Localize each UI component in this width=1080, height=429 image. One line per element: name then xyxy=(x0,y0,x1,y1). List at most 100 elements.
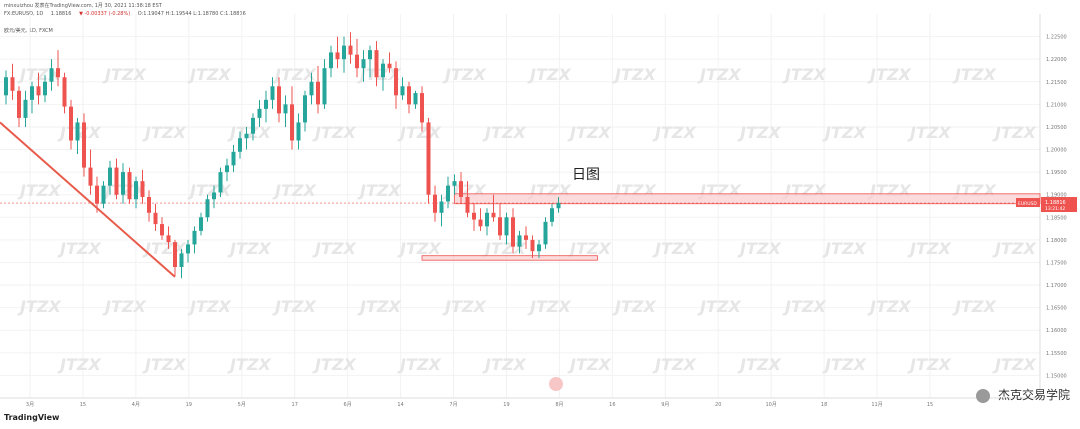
candle-body xyxy=(127,172,132,200)
watermark-text: JTZX xyxy=(952,65,996,84)
candle-body xyxy=(62,77,67,107)
candle-body xyxy=(36,86,41,96)
watermark-text: JTZX xyxy=(567,355,611,374)
candle-body xyxy=(4,77,8,96)
wechat-icon xyxy=(976,388,991,403)
candle-body xyxy=(238,138,242,152)
watermark-text: JTZX xyxy=(782,297,826,316)
watermark-text: JTZX xyxy=(312,355,356,374)
watermark-text: JTZX xyxy=(357,181,401,200)
candle-body xyxy=(316,81,320,105)
x-tick-label: 7月 xyxy=(449,402,457,408)
watermark-text: JTZX xyxy=(357,297,401,316)
symbol-label: FX:EURUSD, 1D xyxy=(4,11,44,17)
watermark-text: JTZX xyxy=(142,355,186,374)
watermark-text: JTZX xyxy=(57,355,101,374)
x-tick-label: 5月 xyxy=(238,402,246,408)
watermark-text: JTZX xyxy=(952,297,996,316)
watermark-text: JTZX xyxy=(737,239,781,258)
candle-body xyxy=(426,122,431,195)
y-tick-label: 1.20000 xyxy=(1046,148,1067,154)
candle-body xyxy=(205,199,210,218)
candle-body xyxy=(264,99,268,109)
watermark-text: JTZX xyxy=(57,239,101,258)
watermark-text: JTZX xyxy=(482,123,526,142)
x-tick-label: 8月 xyxy=(555,402,563,408)
candle-body xyxy=(465,196,470,213)
candle-body xyxy=(17,90,21,118)
y-tick-label: 1.22000 xyxy=(1046,57,1067,63)
candle-body xyxy=(556,202,561,209)
candle-body xyxy=(446,185,450,202)
watermark-text: JTZX xyxy=(187,297,231,316)
y-tick-label: 1.15000 xyxy=(1046,373,1067,379)
candle-body xyxy=(283,104,288,114)
watermark-text: JTZX xyxy=(992,239,1036,258)
price-tag-symbol-box xyxy=(1016,198,1040,208)
candle-body xyxy=(413,93,418,105)
watermark-text: JTZX xyxy=(17,297,61,316)
x-tick-label: 10月 xyxy=(765,402,776,408)
x-tick-label: 6月 xyxy=(344,402,352,408)
event-marker xyxy=(549,377,563,391)
x-tick-label: 15 xyxy=(927,402,933,408)
watermark-text: JTZX xyxy=(272,181,316,200)
watermark-text: JTZX xyxy=(907,123,951,142)
candle-body xyxy=(251,117,255,134)
candle-body xyxy=(218,172,223,193)
candle-body xyxy=(420,93,424,123)
watermark-text: JTZX xyxy=(187,181,231,200)
candle-body xyxy=(524,235,528,240)
watermark-text: JTZX xyxy=(867,297,911,316)
candle-body xyxy=(387,63,392,69)
candle-body xyxy=(368,50,372,60)
candle-body xyxy=(10,77,15,91)
watermark-text: JTZX xyxy=(397,355,441,374)
candle-body xyxy=(257,108,262,118)
watermark-text: JTZX xyxy=(612,297,656,316)
x-tick-label: 20 xyxy=(715,402,721,408)
x-tick-label: 18 xyxy=(821,402,827,408)
candle-body xyxy=(342,45,346,60)
watermark-text: JTZX xyxy=(527,65,571,84)
candle-body xyxy=(186,244,190,254)
price-tag-symbol: EURUSD xyxy=(1018,201,1037,207)
watermark-text: JTZX xyxy=(442,297,486,316)
candle-body xyxy=(329,52,333,69)
watermark-text: JTZX xyxy=(992,355,1036,374)
watermark-text: JTZX xyxy=(567,239,611,258)
candle-body xyxy=(348,45,353,55)
watermark-text: JTZX xyxy=(737,355,781,374)
watermark-text: JTZX xyxy=(442,65,486,84)
candle-body xyxy=(140,181,145,197)
candle-body xyxy=(543,221,548,245)
watermark-text: JTZX xyxy=(737,123,781,142)
y-tick-label: 1.15500 xyxy=(1046,351,1067,357)
candle-body xyxy=(101,185,106,204)
candle-body xyxy=(179,253,184,267)
candle-body xyxy=(355,54,359,69)
candle-body xyxy=(199,217,203,231)
candle-body xyxy=(108,167,112,186)
watermark-text: JTZX xyxy=(272,65,316,84)
candle-body xyxy=(498,217,502,236)
y-tick-label: 1.17000 xyxy=(1046,283,1067,289)
watermark-text: JTZX xyxy=(822,239,866,258)
price-tag-value: 1.18816 xyxy=(1045,200,1066,206)
chart-annotation: 日图 xyxy=(572,167,600,183)
x-tick-label: 17 xyxy=(292,402,298,408)
tradingview-logo[interactable]: TradingView xyxy=(4,413,59,422)
watermark-text: JTZX xyxy=(142,123,186,142)
watermark-text: JTZX xyxy=(397,239,441,258)
watermark-text: JTZX xyxy=(17,65,61,84)
candle-body xyxy=(114,167,119,195)
price-change: ▼ -0.00337 (-0.28%) xyxy=(79,11,131,17)
y-tick-label: 1.19500 xyxy=(1046,170,1067,176)
x-tick-label: 3月 xyxy=(26,402,34,408)
candle-body xyxy=(537,244,541,252)
candle-body xyxy=(394,68,398,96)
watermark-text: JTZX xyxy=(397,123,441,142)
candle-body xyxy=(478,219,483,227)
candle-body xyxy=(147,196,151,213)
